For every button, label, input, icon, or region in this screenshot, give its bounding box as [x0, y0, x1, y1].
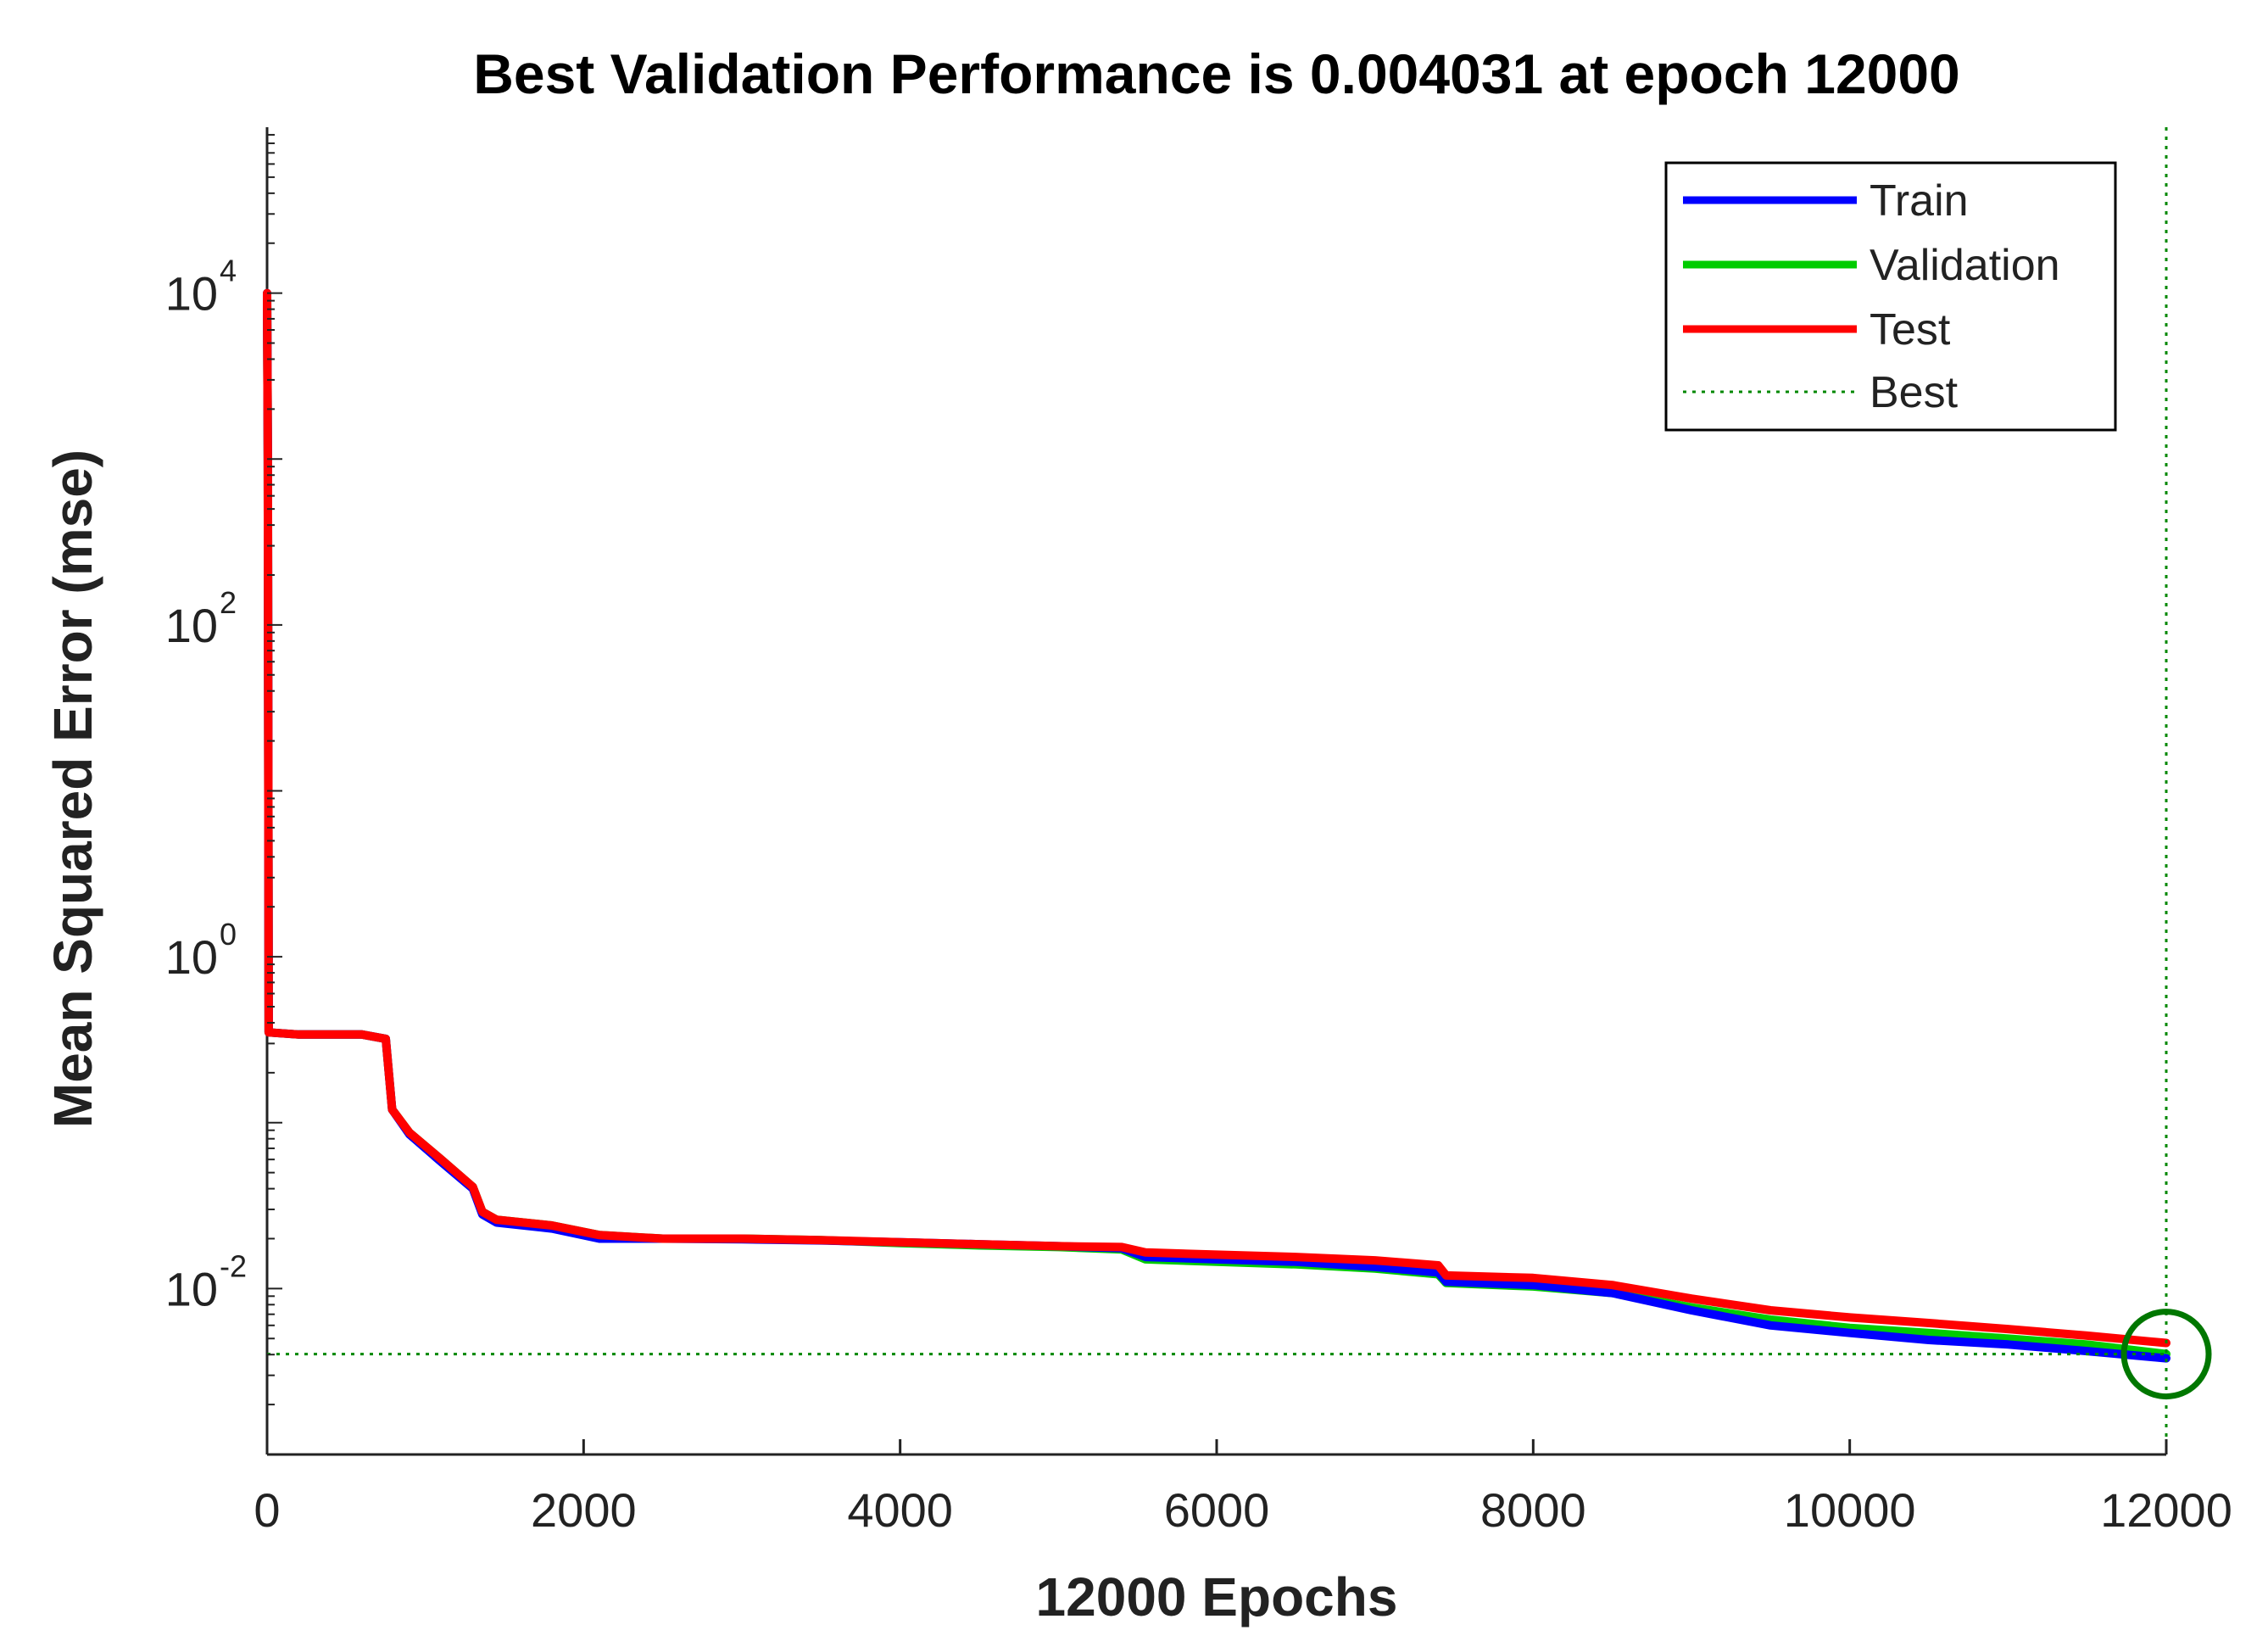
- y-tick-label: 10: [165, 267, 218, 321]
- y-tick-label: 10: [165, 599, 218, 652]
- x-tick-label: 12000: [2100, 1483, 2232, 1537]
- x-tick-label: 8000: [1480, 1483, 1586, 1537]
- x-tick-label: 0: [254, 1483, 280, 1537]
- y-tick-exponent: 4: [220, 254, 237, 288]
- x-axis-ticks: 0 2000 4000 6000 8000 10000 12000: [254, 1439, 2232, 1537]
- y-tick-label: 10: [165, 930, 218, 984]
- best-layer: [267, 127, 2212, 1454]
- legend-best-label: Best: [1870, 368, 1959, 417]
- y-tick-label: 10: [165, 1262, 218, 1315]
- x-tick-label: 6000: [1164, 1483, 1270, 1537]
- y-tick-exponent: -2: [220, 1248, 247, 1283]
- y-axis-label: Mean Squared Error (mse): [42, 449, 103, 1128]
- chart-title: Best Validation Performance is 0.004031 …: [473, 42, 1960, 105]
- y-tick-exponent: 0: [220, 917, 237, 952]
- legend-box: [1664, 161, 2117, 432]
- x-axis-label: 12000 Epochs: [1036, 1566, 1398, 1627]
- x-tick-label: 4000: [847, 1483, 953, 1537]
- best-point-marker: [2120, 1309, 2212, 1400]
- x-tick-label: 10000: [1784, 1483, 1916, 1537]
- series-layer: [263, 288, 2170, 1363]
- legend-validation-label: Validation: [1870, 241, 2060, 290]
- legend-test-label: Test: [1870, 305, 1951, 355]
- y-tick-exponent: 2: [220, 585, 237, 620]
- series-line-test: [263, 288, 2170, 1348]
- legend-train-label: Train: [1870, 176, 1969, 226]
- legend: Train Validation Test Best: [1664, 161, 2117, 432]
- x-tick-label: 2000: [531, 1483, 637, 1537]
